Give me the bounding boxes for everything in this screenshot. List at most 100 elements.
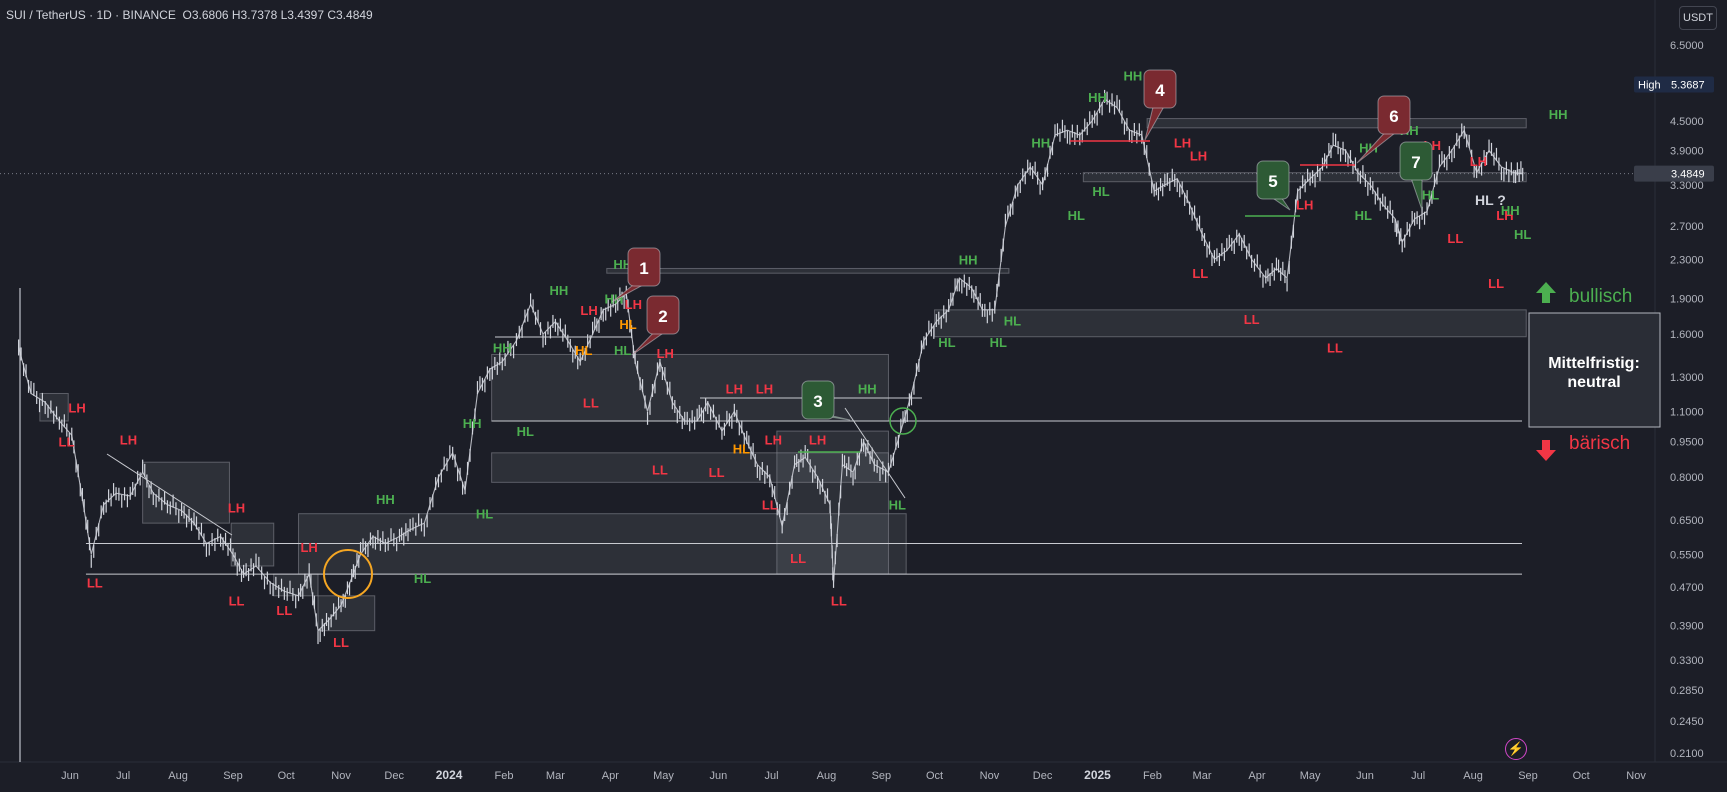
price-line xyxy=(18,98,1523,632)
price-badge xyxy=(1634,76,1714,93)
x-tick-label: May xyxy=(1300,770,1321,782)
x-tick-label: Apr xyxy=(1248,770,1265,782)
swing-label: LL xyxy=(1192,266,1208,281)
swing-label: LH xyxy=(726,381,743,396)
swing-label: LL xyxy=(709,465,725,480)
x-tick-label: Nov xyxy=(1626,770,1646,782)
x-tick-label: Dec xyxy=(384,770,404,782)
swing-label: LH xyxy=(1296,197,1313,212)
callout-number: 4 xyxy=(1155,81,1165,100)
y-tick-label: 0.4700 xyxy=(1670,582,1704,594)
y-tick-label: 0.2100 xyxy=(1670,748,1704,760)
y-tick-label: 3.3000 xyxy=(1670,180,1704,192)
swing-label: LL xyxy=(1488,276,1504,291)
x-tick-label: Aug xyxy=(168,770,188,782)
y-tick-label: 0.8000 xyxy=(1670,472,1704,484)
symbol-header: SUI / TetherUS · 1D · BINANCE O3.6806 H3… xyxy=(6,8,373,22)
y-tick-label: 6.5000 xyxy=(1670,40,1704,52)
highlight-circle xyxy=(323,549,373,599)
callout-bubble xyxy=(801,380,835,420)
x-tick-label: Oct xyxy=(926,770,943,782)
price-zone xyxy=(230,522,275,567)
swing-label: LL xyxy=(276,603,292,618)
open-value: O3.6806 xyxy=(182,8,229,22)
x-tick-label: May xyxy=(653,770,674,782)
swing-label: HH xyxy=(1549,107,1568,122)
lightning-icon[interactable]: ⚡ xyxy=(1505,738,1527,760)
swing-label: HL xyxy=(733,441,750,456)
callout-number: 6 xyxy=(1389,107,1398,126)
swing-label: LL xyxy=(790,551,806,566)
highlight-circle xyxy=(889,407,917,435)
swing-label: LL xyxy=(762,498,778,513)
callout-number: 2 xyxy=(658,307,667,326)
price-badge-label: High xyxy=(1638,79,1661,91)
x-tick-label: Nov xyxy=(331,770,351,782)
swing-label: LL xyxy=(333,635,349,650)
price-zone xyxy=(934,309,1527,338)
callout-bubble xyxy=(1256,160,1290,200)
swing-label: LH xyxy=(657,346,674,361)
outlook-box xyxy=(1528,312,1661,428)
x-tick-label: Jun xyxy=(1356,770,1374,782)
swing-label: LH xyxy=(300,540,317,555)
x-tick-label: Apr xyxy=(602,770,619,782)
x-tick-label: Oct xyxy=(1573,770,1590,782)
callout-bubble xyxy=(1377,95,1411,135)
down-arrow-icon xyxy=(1536,440,1556,461)
bearish-label: bärisch xyxy=(1569,433,1630,454)
swing-label: HL xyxy=(1422,187,1439,202)
y-tick-label: 0.6500 xyxy=(1670,515,1704,527)
y-tick-label: 4.5000 xyxy=(1670,116,1704,128)
swing-label: LL xyxy=(87,575,103,590)
x-tick-label: Jun xyxy=(710,770,728,782)
swing-label: LH xyxy=(809,433,826,448)
swing-label: LH xyxy=(625,297,642,312)
x-tick-label: Feb xyxy=(1143,770,1162,782)
price-badge-value: 5.3687 xyxy=(1671,79,1705,91)
y-tick-label: 1.3000 xyxy=(1670,372,1704,384)
x-tick-label: Jun xyxy=(61,770,79,782)
swing-label: HL xyxy=(1514,227,1531,242)
y-tick-label: 1.9000 xyxy=(1670,294,1704,306)
bullish-label: bullisch xyxy=(1569,286,1632,307)
swing-label: HL xyxy=(476,507,493,522)
swing-label: LL xyxy=(59,435,75,450)
swing-label: LL xyxy=(1244,312,1260,327)
price-badge-value: 3.4849 xyxy=(1671,169,1705,181)
price-zone xyxy=(491,452,889,483)
swing-label: LH xyxy=(1190,149,1207,164)
callout-bubble xyxy=(1143,69,1177,109)
swing-label: LH xyxy=(228,501,245,516)
x-tick-label: Jul xyxy=(765,770,779,782)
swing-label: LH xyxy=(580,303,597,318)
currency-button[interactable]: USDT xyxy=(1679,6,1717,30)
y-tick-label: 0.3300 xyxy=(1670,655,1704,667)
symbol-label[interactable]: SUI / TetherUS · 1D · BINANCE xyxy=(6,8,176,22)
y-tick-label: 0.3900 xyxy=(1670,620,1704,632)
x-tick-label: 2024 xyxy=(436,768,463,782)
swing-label: LH xyxy=(1174,136,1191,151)
x-tick-label: Jul xyxy=(1411,770,1425,782)
swing-label: HL xyxy=(1355,208,1372,223)
swing-label: HL xyxy=(614,343,631,358)
swing-label: HH xyxy=(959,252,978,267)
swing-label: HL xyxy=(889,498,906,513)
high-value: H3.7378 xyxy=(231,8,278,22)
swing-label: LL xyxy=(583,395,599,410)
swing-label: HH xyxy=(376,492,395,507)
swing-label: LH xyxy=(68,401,85,416)
price-zone xyxy=(317,595,376,632)
outlook-text: Mittelfristig: xyxy=(1548,355,1640,372)
callout-bubble xyxy=(1399,141,1433,181)
y-tick-label: 0.2450 xyxy=(1670,716,1704,728)
y-tick-label: 0.5500 xyxy=(1670,549,1704,561)
x-tick-label: Jul xyxy=(116,770,130,782)
swing-label: HL xyxy=(990,335,1007,350)
swing-label: HH xyxy=(550,283,569,298)
low-value: L3.4397 xyxy=(280,8,324,22)
y-tick-label: 0.9500 xyxy=(1670,437,1704,449)
price-zone xyxy=(1146,118,1527,129)
